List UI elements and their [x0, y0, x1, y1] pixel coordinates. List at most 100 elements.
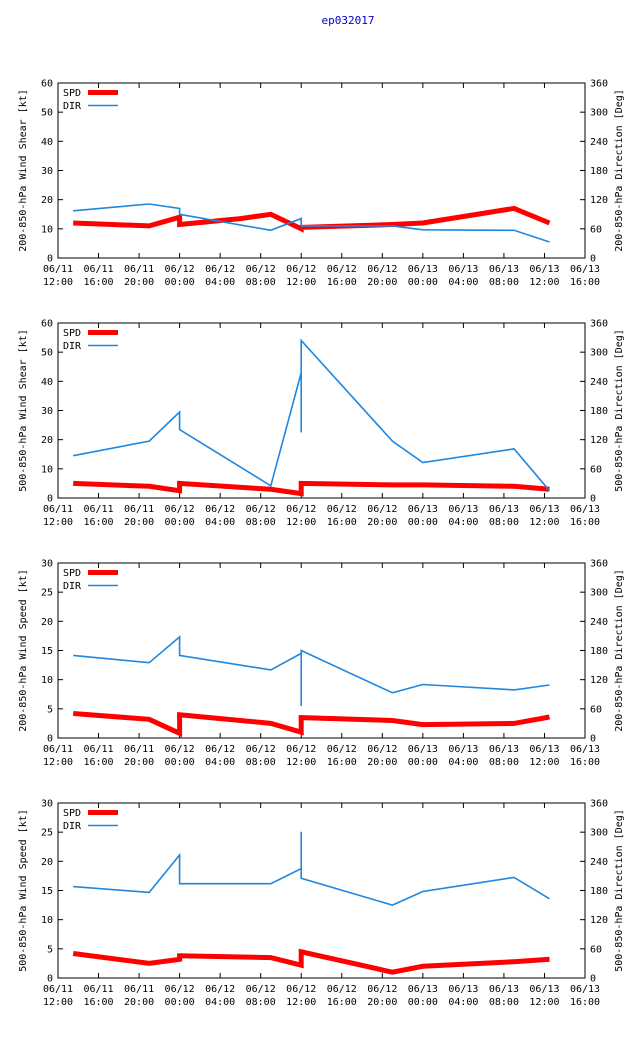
spd-series-line [73, 711, 550, 738]
x-tick-label-date: 06/12 [367, 504, 397, 515]
x-tick-label-date: 06/11 [124, 744, 154, 755]
x-tick-label-date: 06/12 [165, 504, 195, 515]
y-tick-label-left: 15 [41, 886, 53, 897]
x-tick-label-date: 06/13 [529, 504, 559, 515]
x-tick-label-time: 20:00 [124, 997, 154, 1008]
y-tick-label-left: 10 [41, 464, 53, 475]
x-tick-label-time: 08:00 [489, 997, 519, 1008]
x-tick-label-date: 06/12 [367, 264, 397, 275]
legend-label-spd: SPD [63, 568, 81, 579]
x-tick-label-time: 16:00 [83, 517, 113, 528]
x-tick-label-date: 06/11 [43, 504, 73, 515]
y-tick-label-right: 300 [590, 828, 608, 839]
x-tick-label-date: 06/12 [286, 984, 316, 995]
x-tick-label-date: 06/11 [124, 984, 154, 995]
x-tick-label-time: 04:00 [448, 757, 478, 768]
spd-series-line [72, 948, 550, 975]
x-tick-label-time: 00:00 [165, 997, 195, 1008]
x-tick-label-time: 16:00 [327, 997, 357, 1008]
y-tick-label-right: 120 [590, 675, 608, 686]
x-tick-label-date: 06/11 [83, 984, 113, 995]
y-tick-label-right: 360 [590, 799, 608, 810]
x-tick-label-time: 00:00 [165, 277, 195, 288]
x-tick-label-time: 12:00 [43, 997, 73, 1008]
x-tick-label-time: 04:00 [205, 517, 235, 528]
x-tick-label-time: 08:00 [246, 517, 276, 528]
x-tick-label-date: 06/12 [327, 744, 357, 755]
x-tick-label-date: 06/12 [165, 984, 195, 995]
x-tick-label-date: 06/13 [489, 264, 519, 275]
x-tick-label-date: 06/11 [124, 504, 154, 515]
x-tick-label-time: 16:00 [327, 517, 357, 528]
x-tick-label-time: 00:00 [408, 517, 438, 528]
x-tick-label-time: 16:00 [83, 277, 113, 288]
x-tick-label-date: 06/12 [327, 264, 357, 275]
spd-series-line [73, 205, 551, 233]
y-tick-label-right: 300 [590, 588, 608, 599]
x-tick-label-time: 12:00 [43, 277, 73, 288]
chart-panel-3: 06/11 12:00 06/11 16:00 06/11 20:00 06/12 00:00… [18, 559, 625, 769]
x-tick-label-time: 04:00 [448, 517, 478, 528]
y-tick-label-left: 25 [41, 588, 53, 599]
y-axis-label-left: 200-850-hPa Wind Speed [kt] [18, 569, 29, 732]
y-tick-label-right: 360 [590, 559, 608, 570]
x-tick-label-date: 06/12 [205, 504, 235, 515]
x-tick-label-date: 06/12 [246, 264, 276, 275]
y-tick-label-left: 50 [41, 108, 53, 119]
x-tick-label-date: 06/13 [529, 984, 559, 995]
plot-frame [57, 82, 586, 259]
x-tick-label-time: 04:00 [205, 277, 235, 288]
x-tick-label-time: 08:00 [489, 517, 519, 528]
chart-panel-1: 06/11 12:00 06/11 16:00 06/11 20:00 06/12 00:00… [18, 79, 625, 289]
x-tick-label-date: 06/12 [286, 744, 316, 755]
x-tick-label-date: 06/12 [165, 744, 195, 755]
y-axis-label-right: 500-850-hPa Direction [Deg] [614, 809, 625, 972]
x-tick-label-date: 06/13 [489, 504, 519, 515]
plot-frame [57, 802, 586, 979]
y-tick-label-left: 10 [41, 915, 53, 926]
y-axis-label-right: 200-850-hPa Direction [Deg] [614, 89, 625, 252]
y-axis-label-left: 200-850-hPa Wind Shear [kt] [18, 89, 29, 252]
y-tick-label-right: 240 [590, 377, 608, 388]
x-tick-label-date: 06/12 [205, 264, 235, 275]
y-tick-label-right: 120 [590, 195, 608, 206]
y-tick-label-right: 180 [590, 886, 608, 897]
x-tick-label-date: 06/12 [286, 504, 316, 515]
legend-label-spd: SPD [63, 328, 81, 339]
x-tick-label-date: 06/13 [448, 504, 478, 515]
y-tick-label-left: 20 [41, 435, 53, 446]
x-tick-label-time: 16:00 [327, 757, 357, 768]
y-tick-label-left: 15 [41, 646, 53, 657]
x-tick-label-time: 12:00 [286, 997, 316, 1008]
x-tick-label-time: 20:00 [124, 757, 154, 768]
y-tick-label-left: 30 [41, 406, 53, 417]
x-tick-label-time: 04:00 [448, 277, 478, 288]
y-tick-label-left: 60 [41, 79, 53, 90]
x-tick-label-time: 04:00 [205, 757, 235, 768]
dir-series-line [73, 338, 551, 492]
y-tick-label-right: 180 [590, 646, 608, 657]
x-tick-label-date: 06/13 [489, 984, 519, 995]
x-tick-label-date: 06/11 [43, 744, 73, 755]
y-tick-label-right: 60 [590, 944, 602, 955]
y-tick-label-left: 25 [41, 828, 53, 839]
dir-series-line [73, 831, 550, 906]
y-tick-label-left: 10 [41, 224, 53, 235]
y-tick-label-left: 20 [41, 617, 53, 628]
x-tick-label-date: 06/11 [43, 264, 73, 275]
y-tick-label-right: 240 [590, 617, 608, 628]
x-tick-label-date: 06/12 [286, 264, 316, 275]
x-tick-label-time: 12:00 [43, 757, 73, 768]
x-tick-label-time: 00:00 [408, 997, 438, 1008]
x-tick-label-time: 08:00 [489, 277, 519, 288]
y-tick-label-right: 60 [590, 224, 602, 235]
y-axis-label-left: 500-850-hPa Wind Speed [kt] [18, 809, 29, 972]
x-tick-label-time: 08:00 [246, 757, 276, 768]
y-tick-label-right: 300 [590, 348, 608, 359]
x-tick-label-time: 00:00 [165, 757, 195, 768]
x-tick-label-time: 20:00 [367, 517, 397, 528]
x-tick-label-date: 06/12 [327, 504, 357, 515]
x-tick-label-date: 06/13 [448, 744, 478, 755]
x-tick-label-time: 16:00 [570, 997, 600, 1008]
